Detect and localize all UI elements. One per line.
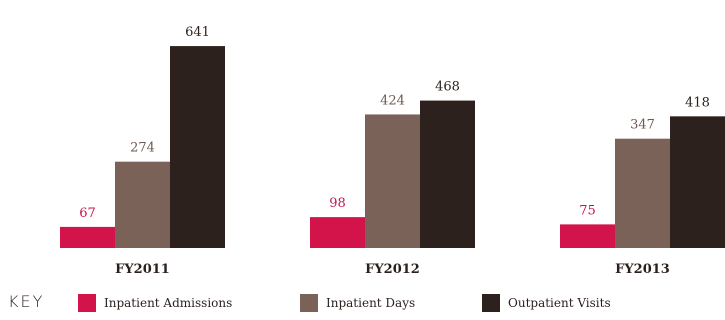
legend-item-outpatient-visits: Outpatient Visits [482, 294, 611, 312]
legend-label-inpatient-admissions: Inpatient Admissions [104, 296, 233, 310]
bar-inpatient-admissions-fy2011 [60, 226, 115, 248]
bar-outpatient-visits-fy2013 [670, 116, 725, 248]
value-label-inpatient-admissions-fy2013: 75 [579, 203, 596, 218]
value-label-inpatient-days-fy2013: 347 [630, 118, 655, 133]
legend-item-inpatient-days: Inpatient Days [300, 294, 415, 312]
legend: KEY Inpatient Admissions Inpatient Days … [0, 292, 725, 316]
value-label-outpatient-visits-fy2011: 641 [185, 25, 210, 40]
bar-outpatient-visits-fy2011 [170, 46, 225, 249]
legend-swatch-inpatient-admissions [78, 294, 96, 312]
bar-inpatient-admissions-fy2012 [310, 217, 365, 248]
value-label-inpatient-days-fy2011: 274 [130, 141, 155, 156]
bar-inpatient-admissions-fy2013 [560, 224, 615, 248]
value-label-inpatient-admissions-fy2012: 98 [329, 196, 346, 211]
legend-swatch-inpatient-days [300, 294, 318, 312]
legend-key-title: KEY [8, 292, 45, 311]
value-label-inpatient-days-fy2012: 424 [380, 93, 405, 108]
category-label-fy2013: FY2013 [615, 262, 670, 277]
bar-inpatient-days-fy2011 [115, 161, 170, 248]
bar-chart: 67 274 641 FY2011 98 424 468 FY2012 75 347 418 FY20… [60, 25, 725, 277]
legend-label-inpatient-days: Inpatient Days [326, 296, 416, 310]
category-label-fy2011: FY2011 [115, 262, 170, 277]
value-label-outpatient-visits-fy2012: 468 [435, 80, 460, 95]
value-label-outpatient-visits-fy2013: 418 [685, 95, 710, 110]
legend-label-outpatient-visits: Outpatient Visits [508, 296, 611, 310]
legend-swatch-outpatient-visits [482, 294, 500, 312]
bar-outpatient-visits-fy2012 [420, 100, 475, 248]
bar-inpatient-days-fy2012 [365, 114, 420, 248]
bar-inpatient-days-fy2013 [615, 138, 670, 248]
legend-item-inpatient-admissions: Inpatient Admissions [78, 294, 232, 312]
category-label-fy2012: FY2012 [365, 262, 420, 277]
value-label-inpatient-admissions-fy2011: 67 [79, 206, 96, 221]
